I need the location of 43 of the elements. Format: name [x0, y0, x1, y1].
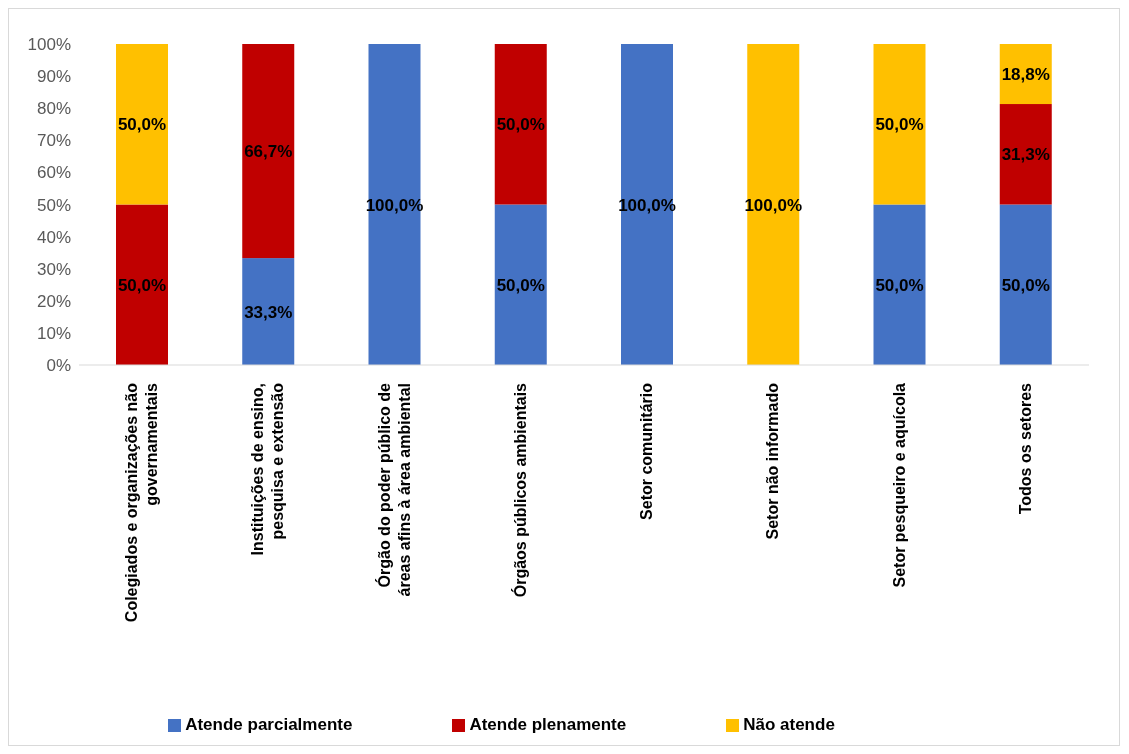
- legend-label: Atende parcialmente: [185, 715, 353, 734]
- y-tick-label: 20%: [36, 291, 71, 311]
- bar: [242, 258, 295, 365]
- data-label: 50,0%: [1001, 275, 1050, 295]
- y-tick-label: 60%: [36, 163, 71, 183]
- bar: [242, 44, 295, 259]
- bar: [999, 204, 1052, 365]
- x-tick-label: Todos os setores: [1016, 382, 1034, 515]
- y-tick-label: 70%: [36, 131, 71, 151]
- x-tick-label: Colegiados e organizações não governamentais: [123, 382, 161, 623]
- data-label: 50,0%: [496, 115, 545, 135]
- data-label: 50,0%: [117, 115, 167, 135]
- bar: [116, 204, 168, 365]
- y-tick-label: 40%: [36, 227, 71, 247]
- y-tick-label: 50%: [36, 195, 71, 215]
- x-tick-label: Setor não informado: [764, 382, 782, 540]
- bar: [116, 44, 168, 205]
- data-label: 18,8%: [1001, 65, 1050, 85]
- bar: [999, 104, 1052, 205]
- x-tick-label: Órgãos públicos ambientais: [510, 382, 529, 598]
- legend-label: Atende plenamente: [469, 715, 627, 734]
- y-tick-label: 30%: [36, 259, 71, 279]
- data-label: 50,0%: [875, 275, 924, 295]
- bar: [494, 44, 547, 205]
- bar: [747, 44, 800, 365]
- bar: [873, 44, 926, 205]
- y-tick-label: 100%: [27, 35, 71, 55]
- x-tick-label: Setor pesqueiro e aquícola: [890, 382, 908, 588]
- data-label: 31,3%: [1001, 145, 1050, 165]
- y-tick-label: 80%: [36, 99, 71, 119]
- y-tick-label: 0%: [46, 356, 71, 376]
- data-label: 50,0%: [875, 115, 924, 135]
- y-tick-label: 10%: [36, 323, 71, 343]
- bar: [494, 204, 547, 365]
- data-label: 33,3%: [244, 302, 293, 322]
- x-tick-label: Setor comunitário: [638, 382, 656, 520]
- legend-label: Não atende: [743, 715, 835, 734]
- y-tick-label: 90%: [36, 67, 71, 87]
- data-label: 50,0%: [496, 275, 545, 295]
- bar: [368, 44, 421, 365]
- data-label: 66,7%: [244, 142, 293, 162]
- bar: [873, 204, 926, 365]
- data-label: 50,0%: [117, 275, 167, 295]
